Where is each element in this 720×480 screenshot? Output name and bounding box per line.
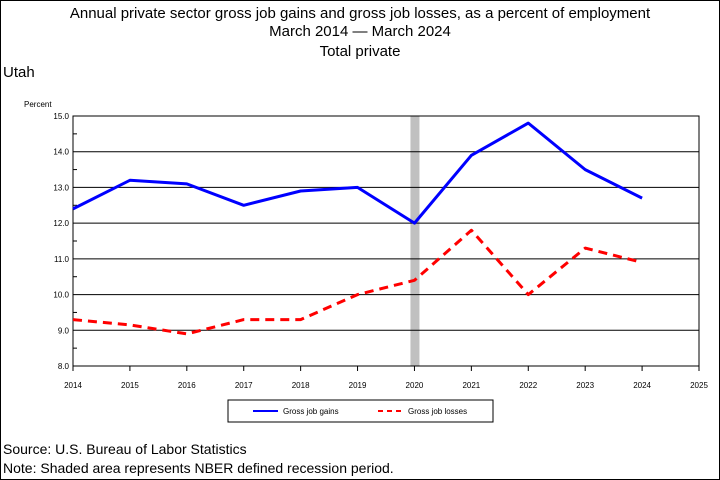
y-tick-label: 11.0 [54,255,70,264]
x-tick-label: 2023 [576,381,594,390]
series-line-gains [72,121,643,225]
y-tick-label: 14.0 [53,148,69,157]
x-tick-label: 2014 [64,381,82,390]
source-note: Source: U.S. Bureau of Labor Statistics [3,441,247,457]
x-tick-label: 2015 [121,381,139,390]
y-tick-label: 9.0 [58,326,70,335]
y-tick-label: 13.0 [53,183,69,192]
x-tick-label: 2024 [633,381,651,390]
x-tick-label: 2020 [406,381,424,390]
legend-box [227,399,494,423]
x-tick-label: 2019 [349,381,367,390]
chart-subtitle-2: Total private [319,43,401,60]
x-tick-label: 2018 [292,381,310,390]
y-axis-label: Percent [24,100,52,109]
recession-shade [410,116,420,366]
plot-area [72,115,700,367]
x-tick-label: 2022 [519,381,537,390]
y-tick-label: 12.0 [53,219,69,228]
x-tick-label: 2016 [178,381,196,390]
legend-label: Gross job gains [283,407,339,416]
y-tick-label: 10.0 [53,291,69,300]
legend-label: Gross job losses [408,407,467,416]
y-tick-label: 8.0 [58,362,70,371]
x-tick-label: 2025 [690,381,708,390]
y-tick-label: 15.0 [53,112,69,121]
region-label: Utah [3,64,35,81]
x-tick-label: 2021 [462,381,480,390]
recession-note: Note: Shaded area represents NBER define… [3,460,394,476]
chart-subtitle: March 2014 — March 2024 [269,23,451,40]
series-line-losses [72,228,643,336]
x-tick-label: 2017 [235,381,253,390]
chart-title: Annual private sector gross job gains an… [69,5,651,22]
